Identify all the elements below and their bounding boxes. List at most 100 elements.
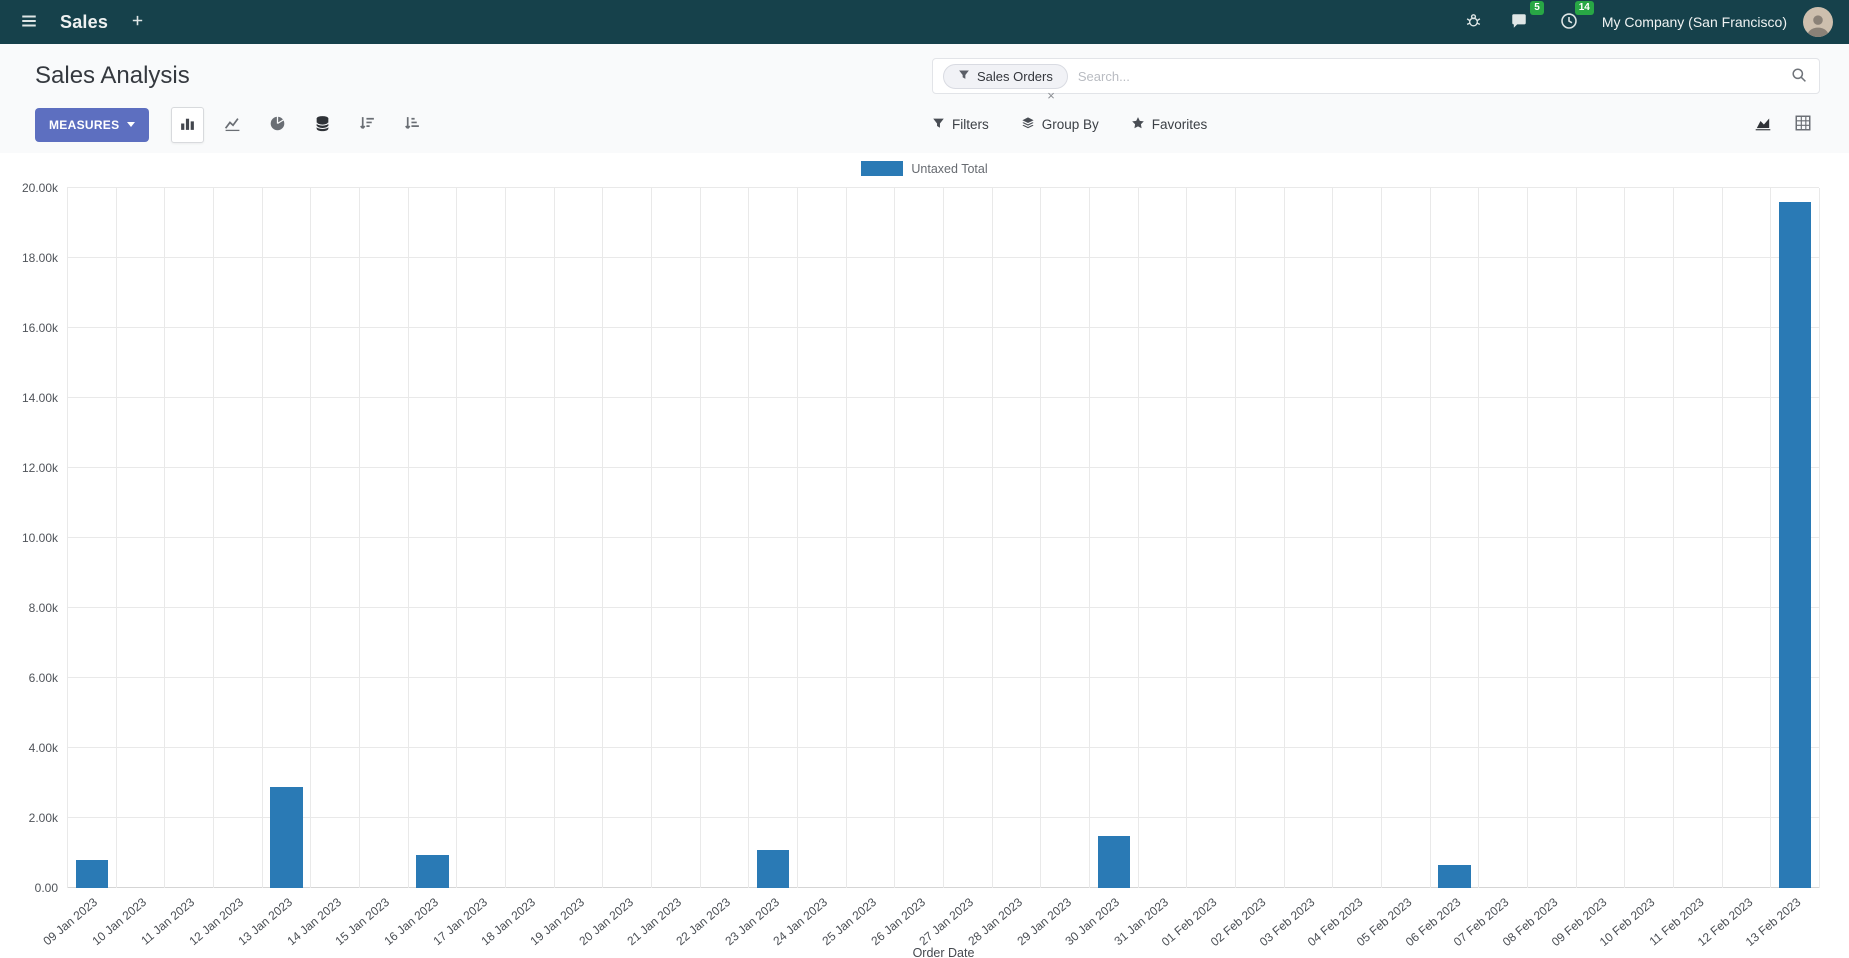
bar-chart-icon <box>179 115 196 135</box>
chart-column-slot <box>456 188 505 888</box>
y-axis-tick-label: 16.00k <box>21 321 58 335</box>
measures-button[interactable]: MEASURES <box>35 107 150 142</box>
database-stacked-icon <box>314 115 331 135</box>
measures-button-label: MEASURES <box>49 117 120 132</box>
plus-icon <box>130 13 145 31</box>
hamburger-menu-icon <box>20 12 38 33</box>
sort-descending-button[interactable] <box>351 107 384 143</box>
chart-column-slot <box>1527 188 1576 888</box>
search-facet-label: Sales Orders <box>977 68 1053 84</box>
sort-ascending-button[interactable] <box>396 107 429 143</box>
favorites-button[interactable]: Favorites <box>1131 116 1208 133</box>
chart-column-slot <box>699 188 749 888</box>
chart-column-slot <box>1575 188 1625 888</box>
messages-button[interactable] <box>1506 8 1532 37</box>
pie-chart-mode-button[interactable] <box>261 107 294 143</box>
chart-column-slot <box>1478 188 1527 888</box>
chart-column-slot <box>943 188 992 888</box>
layers-icon <box>1021 116 1035 133</box>
chart-column-slot <box>1137 188 1187 888</box>
horizontal-gridline <box>67 187 1819 188</box>
debug-bug-button[interactable] <box>1461 8 1486 36</box>
chart-column-slot <box>1283 188 1333 888</box>
pivot-view-button[interactable] <box>1786 106 1820 143</box>
chart-column-slot <box>67 188 116 888</box>
area-chart-icon <box>1754 114 1772 135</box>
chart-column-slot <box>261 188 311 888</box>
chart-column-slot <box>797 188 846 888</box>
chart-column-slot <box>991 188 1041 888</box>
chart-column-slot <box>358 188 408 888</box>
chart-column-slot <box>1234 188 1284 888</box>
new-tab-plus-button[interactable] <box>126 9 149 35</box>
sort-descending-icon <box>359 115 376 135</box>
pie-chart-icon <box>269 115 286 135</box>
y-axis-tick-label: 8.00k <box>28 601 58 615</box>
activities-button[interactable] <box>1556 8 1582 37</box>
chart-column-slot <box>310 188 359 888</box>
chart-column-slot <box>1089 188 1138 888</box>
y-axis-tick-label: 2.00k <box>28 811 58 825</box>
chevron-down-icon <box>127 122 136 127</box>
star-icon <box>1131 116 1145 133</box>
x-axis-title: Order Date <box>912 946 975 958</box>
chart-column-slot <box>1673 188 1722 888</box>
search-facet-sales-orders[interactable]: Sales Orders × <box>943 63 1068 103</box>
chart-bar[interactable] <box>270 786 303 888</box>
y-axis-tick-label: 14.00k <box>21 391 58 405</box>
chart-column-slot <box>748 188 797 888</box>
y-axis-tick-label: 4.00k <box>28 741 58 755</box>
bar-chart-mode-button[interactable] <box>171 106 205 143</box>
chart-bar[interactable] <box>416 854 449 888</box>
chart-column-slot <box>650 188 700 888</box>
app-name[interactable]: Sales <box>60 11 109 32</box>
search-submit-button[interactable] <box>1789 65 1809 88</box>
group-by-button[interactable]: Group By <box>1021 116 1099 133</box>
line-chart-mode-button[interactable] <box>216 107 249 143</box>
chart-column-slot <box>1040 188 1089 888</box>
chart-column-slot <box>1721 188 1771 888</box>
y-axis-tick-label: 6.00k <box>28 671 58 685</box>
clock-icon <box>1560 12 1578 33</box>
chart-column-slot <box>845 188 895 888</box>
graph-view-button[interactable] <box>1746 106 1780 143</box>
y-axis-tick-label: 10.00k <box>21 531 58 545</box>
search-bar[interactable]: Sales Orders × <box>932 58 1820 103</box>
page-title: Sales Analysis <box>35 62 190 89</box>
chat-bubble-icon <box>1510 12 1528 33</box>
chart-bar[interactable] <box>756 849 790 888</box>
company-switcher[interactable]: My Company (San Francisco) <box>1601 14 1787 30</box>
chart-column-slot <box>1186 188 1235 888</box>
chart-legend[interactable]: Untaxed Total <box>0 161 1849 176</box>
activities-count-badge: 14 <box>1574 0 1594 15</box>
chart-bar[interactable] <box>1097 835 1131 888</box>
control-panel: Sales Analysis Sales Orders × MEASURES <box>0 44 1849 153</box>
apps-menu-button[interactable] <box>16 8 42 37</box>
stacked-toggle-button[interactable] <box>306 107 339 143</box>
messages-count-badge: 5 <box>1530 0 1544 15</box>
chart-bar[interactable] <box>1438 865 1471 888</box>
chart-column-slot <box>164 188 213 888</box>
y-axis-tick-label: 0.00 <box>34 881 58 895</box>
search-input[interactable] <box>1077 68 1779 84</box>
group-by-button-label: Group By <box>1041 117 1099 132</box>
bar-chart-plot-area: 0.00 2.00k 4.00k 6.00k 8.00k 10.00k 12.00k 14.0… <box>22 181 1820 949</box>
chart-column-slot <box>553 188 603 888</box>
chart-bar[interactable] <box>75 860 109 888</box>
chart-bar[interactable] <box>1778 202 1812 888</box>
facet-remove-icon[interactable]: × <box>1047 87 1055 103</box>
chart-column-slot <box>1429 188 1479 888</box>
favorites-button-label: Favorites <box>1151 117 1208 132</box>
line-chart-icon <box>224 115 241 135</box>
filters-button-label: Filters <box>952 117 989 132</box>
top-navbar: Sales 5 <box>0 0 1849 44</box>
search-icon <box>1791 67 1807 86</box>
chart-column-slot <box>407 188 457 888</box>
graph-view: Untaxed Total 0.00 2.00k 4.00k 6.00k 8.00k 10… <box>0 153 1849 958</box>
chart-column-slot <box>602 188 651 888</box>
filters-button[interactable]: Filters <box>932 117 989 133</box>
chart-column-slot <box>1624 188 1673 888</box>
chart-column-slot <box>894 188 943 888</box>
y-axis-tick-label: 12.00k <box>21 461 58 475</box>
user-avatar[interactable] <box>1803 7 1833 37</box>
